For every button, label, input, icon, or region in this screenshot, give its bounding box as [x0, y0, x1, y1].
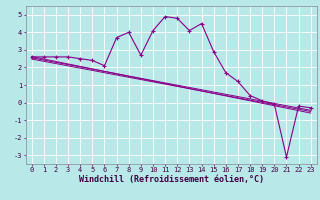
X-axis label: Windchill (Refroidissement éolien,°C): Windchill (Refroidissement éolien,°C)	[79, 175, 264, 184]
